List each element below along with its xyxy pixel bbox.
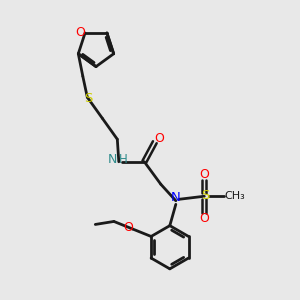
Text: H: H xyxy=(119,153,128,166)
Text: O: O xyxy=(154,132,164,145)
Text: CH₃: CH₃ xyxy=(224,191,245,201)
Text: O: O xyxy=(200,212,209,225)
Text: N: N xyxy=(107,153,117,166)
Text: S: S xyxy=(201,189,209,202)
Text: S: S xyxy=(84,92,92,105)
Text: O: O xyxy=(76,26,85,40)
Text: O: O xyxy=(124,220,134,234)
Text: O: O xyxy=(200,168,209,181)
Text: N: N xyxy=(171,190,181,204)
